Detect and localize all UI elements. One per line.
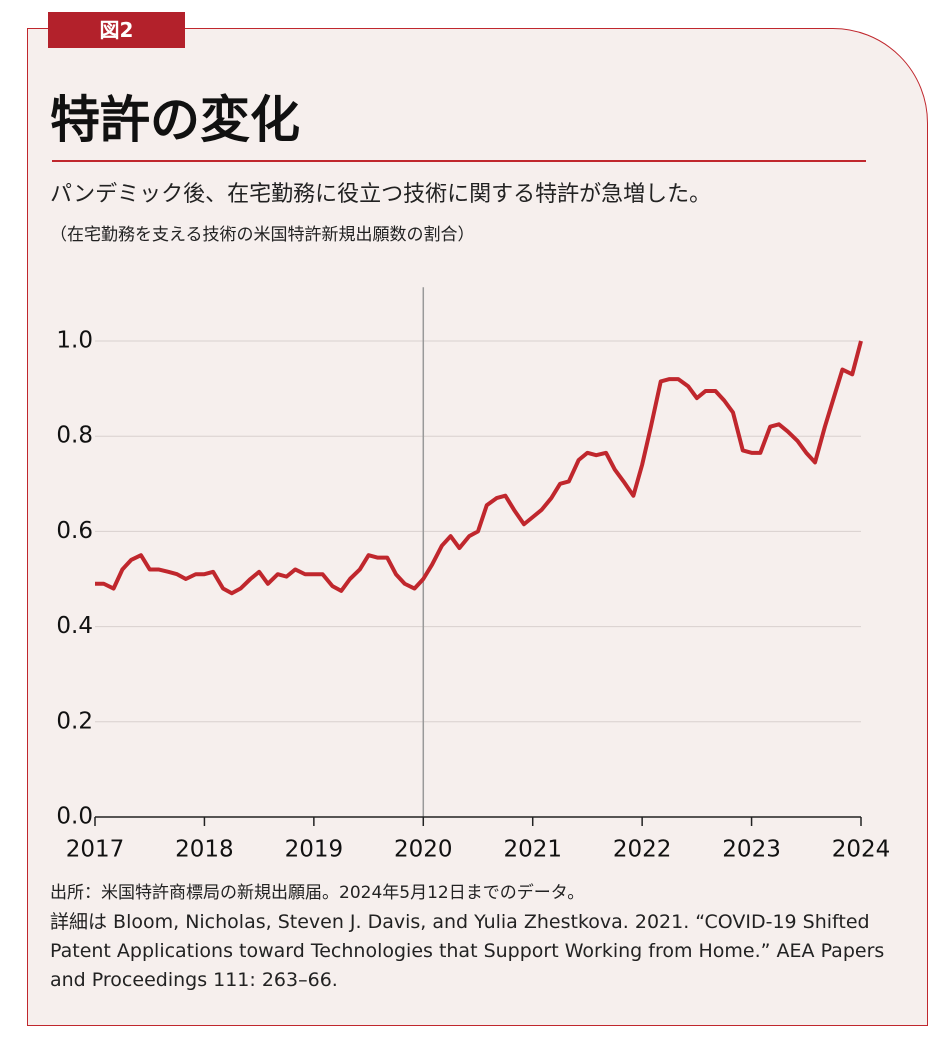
y-tick-label: 1.0 <box>56 328 93 354</box>
y-tick-label: 0.0 <box>56 804 93 830</box>
y-tick-label: 0.6 <box>56 518 93 544</box>
rule <box>52 160 866 162</box>
x-tick-label: 2021 <box>503 837 562 863</box>
y-tick-label: 0.2 <box>56 708 93 734</box>
x-tick-label: 2022 <box>613 837 672 863</box>
x-tick-label: 2019 <box>285 837 344 863</box>
series-line <box>95 340 863 596</box>
x-tick-label: 2018 <box>175 837 234 863</box>
title: 特許の変化 <box>50 91 300 149</box>
subtitle: パンデミック後、在宅勤務に役立つ技術に関する特許が急増した。 <box>50 182 712 207</box>
x-tick-label: 2017 <box>66 837 125 863</box>
y-tick-label: 0.4 <box>56 613 93 639</box>
note: （在宅勤務を支える技術の米国特許新規出願数の割合） <box>50 225 475 245</box>
figure-label: 図2 <box>48 12 185 48</box>
y-tick-label: 0.8 <box>56 423 93 449</box>
source: 出所：米国特許商標局の新規出願届。2024年5月12日までのデータ。 <box>50 883 585 903</box>
details: 詳細は Bloom, Nicholas, Steven J. Davis, an… <box>50 911 885 991</box>
x-tick-label: 2023 <box>722 837 781 863</box>
x-tick-label: 2020 <box>394 837 453 863</box>
x-tick-label: 2024 <box>832 837 891 863</box>
